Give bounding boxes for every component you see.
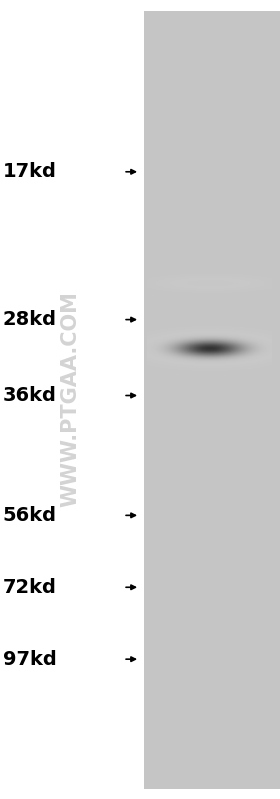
Text: 28kd: 28kd	[3, 310, 57, 329]
Text: 17kd: 17kd	[3, 162, 57, 181]
Text: 36kd: 36kd	[3, 386, 57, 405]
Text: 97kd: 97kd	[3, 650, 57, 669]
Text: 56kd: 56kd	[3, 506, 57, 525]
Text: WWW.PTGAA.COM: WWW.PTGAA.COM	[60, 292, 80, 507]
Text: 72kd: 72kd	[3, 578, 57, 597]
